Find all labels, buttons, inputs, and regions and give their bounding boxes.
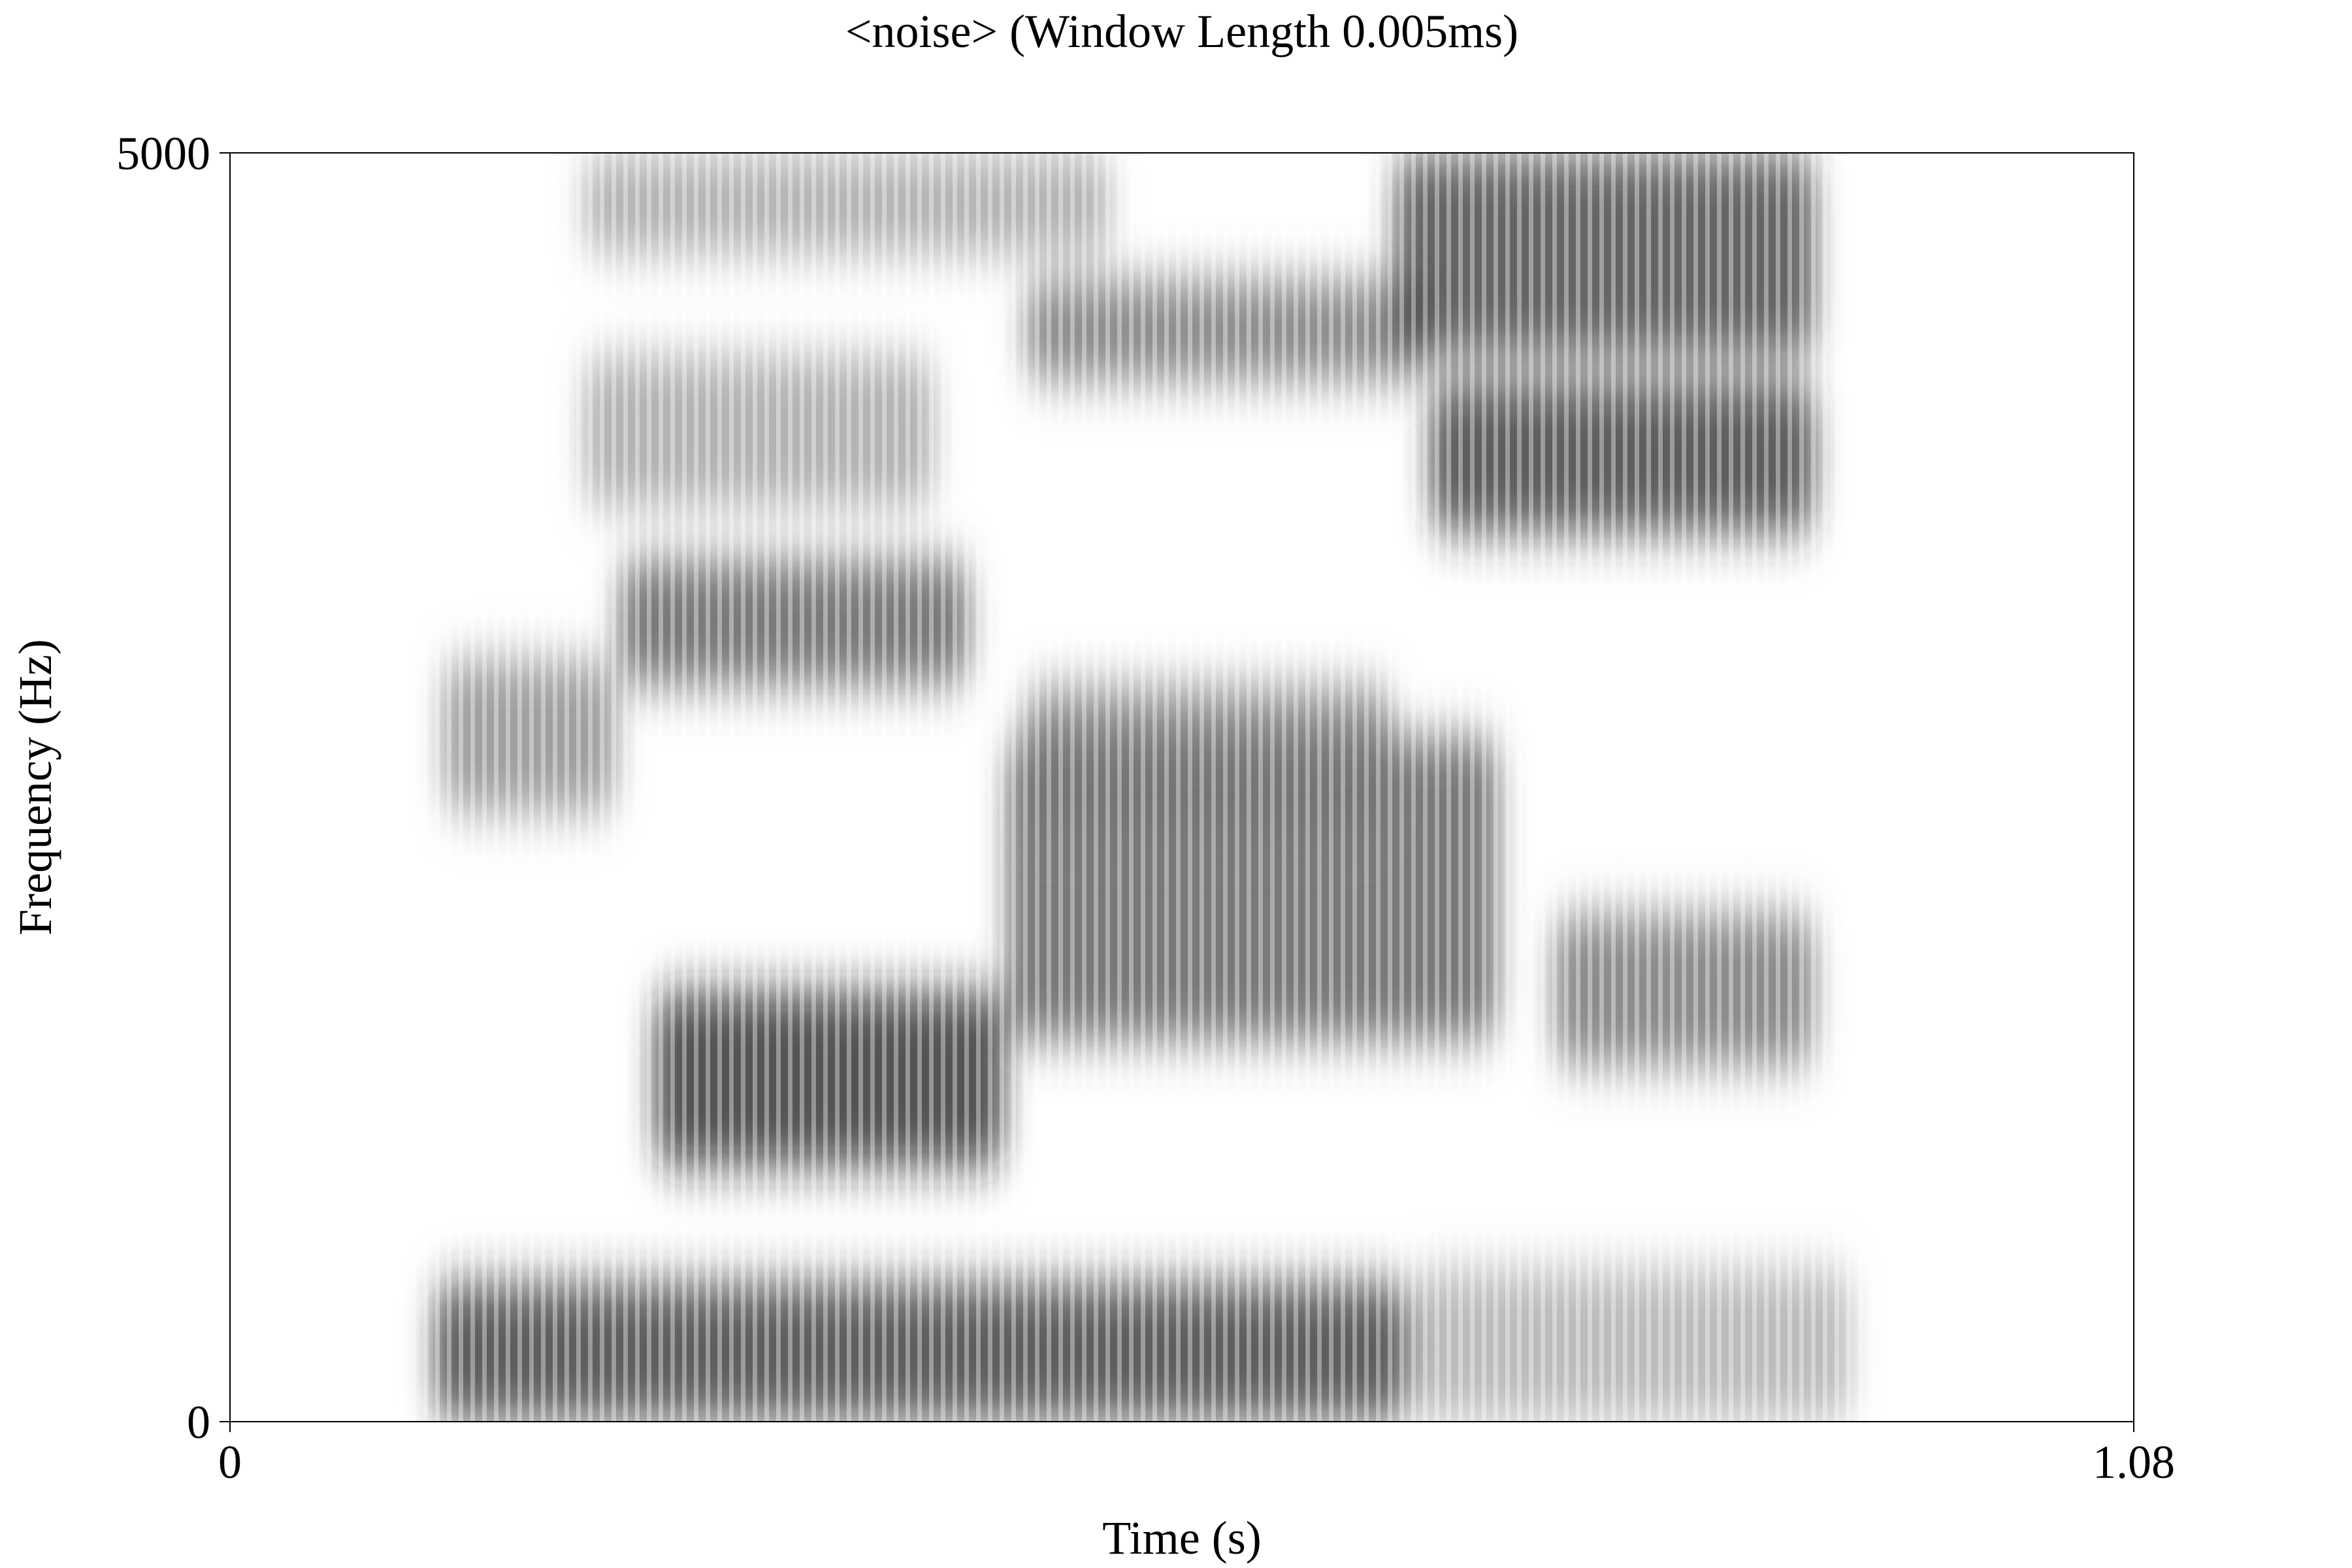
glottal-striations [230, 153, 2134, 1422]
plot-frame [229, 152, 2134, 1422]
plot-area [230, 153, 2134, 1422]
y-tick-label-0: 0 [187, 1396, 210, 1448]
y-tick-label-1: 5000 [116, 127, 210, 180]
chart-title: <noise> (Window Length 0.005ms) [845, 5, 1518, 57]
y-axis: 0 5000 [116, 127, 230, 1448]
x-tick-label-0: 0 [218, 1436, 242, 1488]
x-tick-label-1: 1.08 [2093, 1436, 2175, 1488]
x-axis: 0 1.08 [218, 1422, 2175, 1488]
y-axis-label: Frequency (Hz) [9, 639, 61, 936]
x-axis-label: Time (s) [1102, 1512, 1261, 1564]
